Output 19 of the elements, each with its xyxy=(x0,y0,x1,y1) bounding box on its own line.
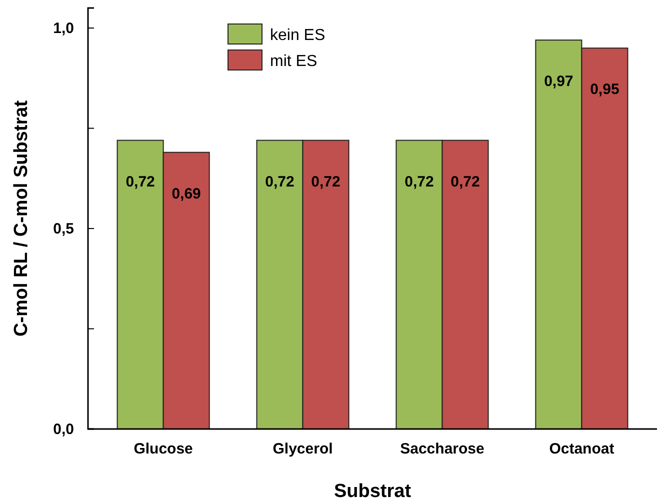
data-label: 0,69 xyxy=(172,185,201,202)
x-tick-label: Glucose xyxy=(134,440,193,458)
y-tick-label: 0,0 xyxy=(53,420,74,438)
x-axis-title: Substrat xyxy=(334,481,412,502)
data-label: 0,72 xyxy=(450,173,480,190)
legend-label: mit ES xyxy=(270,53,318,70)
data-label: 0,95 xyxy=(590,81,620,98)
x-tick-label: Saccharose xyxy=(400,440,484,458)
y-tick-label: 1,0 xyxy=(53,20,74,37)
x-tick-label: Octanoat xyxy=(549,440,614,458)
legend-label: kein ES xyxy=(270,27,326,44)
x-tick-label: Glycerol xyxy=(272,440,333,458)
data-label: 0,72 xyxy=(126,173,155,190)
data-label: 0,97 xyxy=(544,73,574,90)
data-label: 0,72 xyxy=(311,173,340,190)
data-label: 0,72 xyxy=(265,173,294,190)
data-label: 0,72 xyxy=(404,173,434,190)
y-axis-title: C-mol RL / C-mol Substrat xyxy=(11,100,32,337)
y-tick-label: 0,5 xyxy=(53,220,74,238)
